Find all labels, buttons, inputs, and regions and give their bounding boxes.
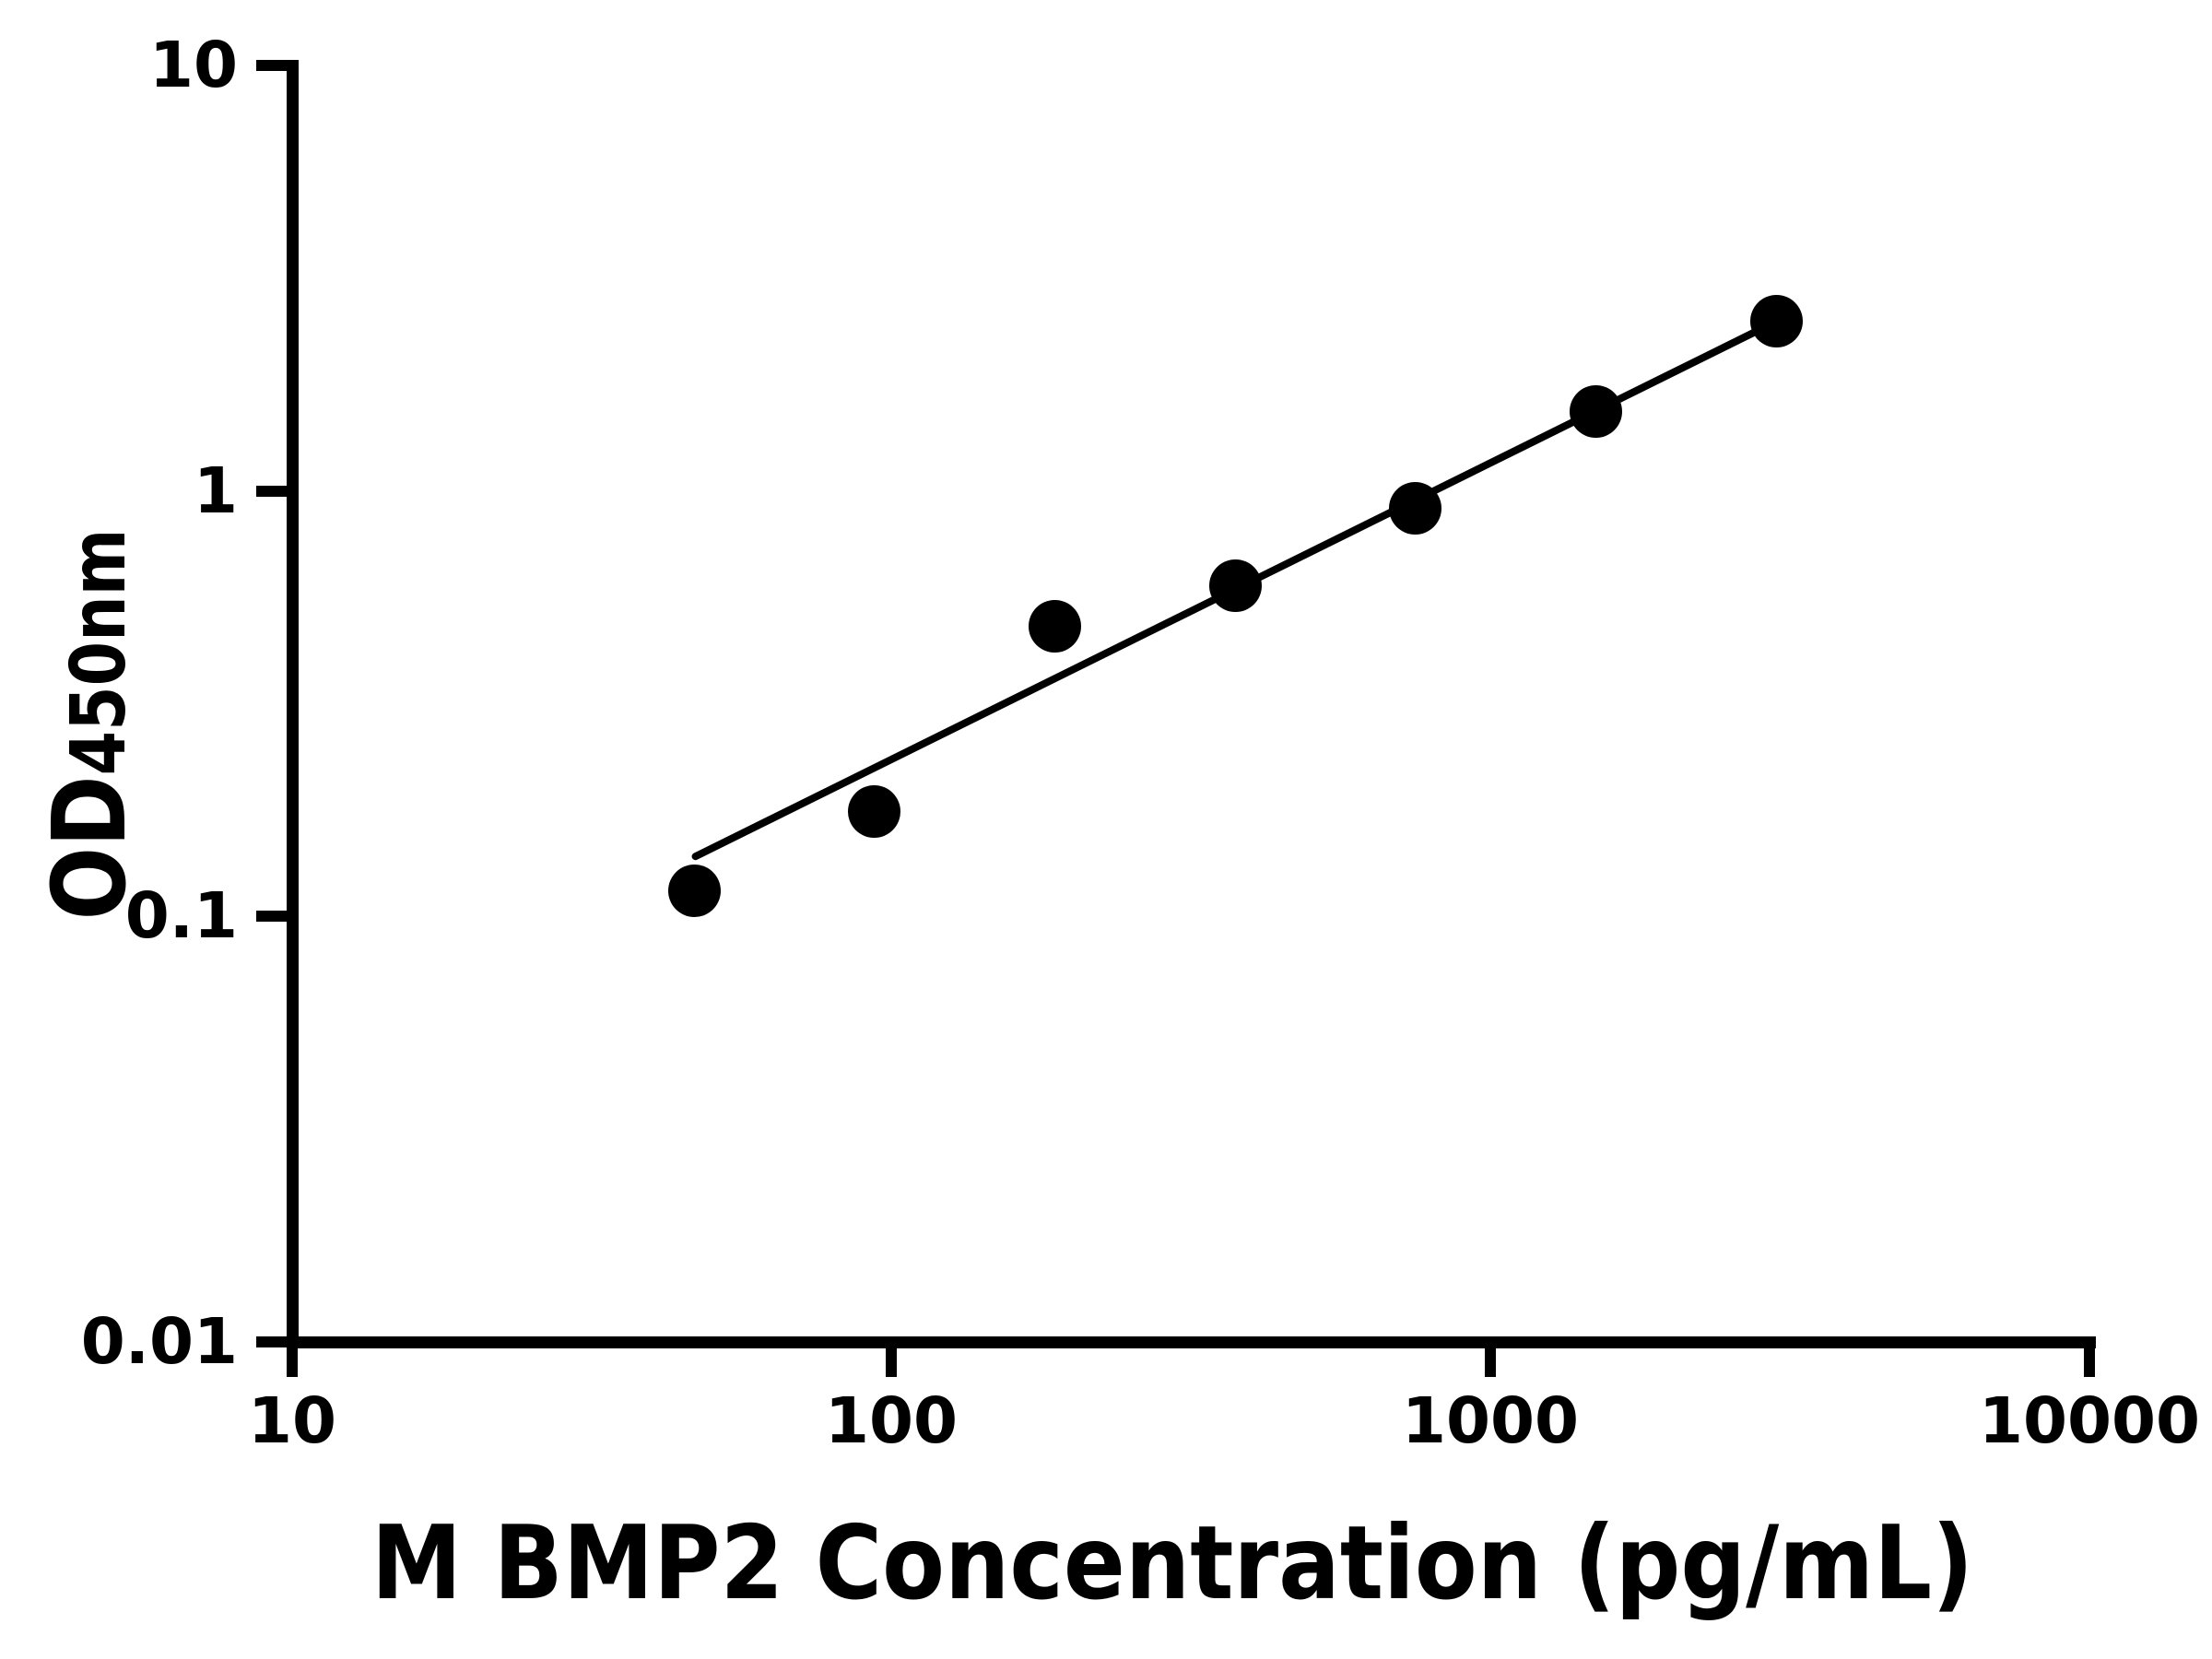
x-tick-label: 1000 bbox=[1401, 1384, 1580, 1458]
x-tick-mark bbox=[1485, 1342, 1496, 1377]
x-tick-label: 10000 bbox=[1978, 1384, 2201, 1458]
y-axis-title: OD450nm bbox=[30, 489, 148, 959]
y-axis-title-subscript: 450nm bbox=[55, 528, 143, 776]
data-point bbox=[1389, 482, 1442, 535]
y-tick-label: 0.01 bbox=[80, 1305, 238, 1379]
data-point bbox=[1569, 384, 1622, 438]
x-tick-label: 10 bbox=[247, 1384, 337, 1458]
y-tick-label: 0.1 bbox=[124, 879, 238, 954]
data-point bbox=[667, 864, 721, 917]
y-tick-mark bbox=[256, 1336, 287, 1347]
y-axis-line bbox=[286, 59, 299, 1348]
data-point bbox=[848, 785, 901, 839]
x-tick-mark bbox=[287, 1342, 298, 1377]
y-axis-title-main: OD bbox=[30, 775, 148, 921]
data-point bbox=[1028, 600, 1081, 653]
y-tick-mark bbox=[256, 485, 287, 497]
y-tick-label: 10 bbox=[148, 29, 238, 102]
x-axis-title: M BMP2 Concentration (pg/mL) bbox=[371, 1504, 1974, 1623]
x-tick-label: 100 bbox=[824, 1384, 959, 1458]
y-tick-label: 1 bbox=[193, 453, 238, 528]
y-tick-mark bbox=[256, 911, 287, 923]
x-axis-line bbox=[286, 1335, 2096, 1348]
y-tick-mark bbox=[256, 60, 287, 71]
data-point bbox=[1208, 559, 1262, 612]
data-point bbox=[1749, 295, 1803, 348]
x-tick-mark bbox=[886, 1342, 897, 1377]
x-tick-mark bbox=[2084, 1342, 2095, 1377]
